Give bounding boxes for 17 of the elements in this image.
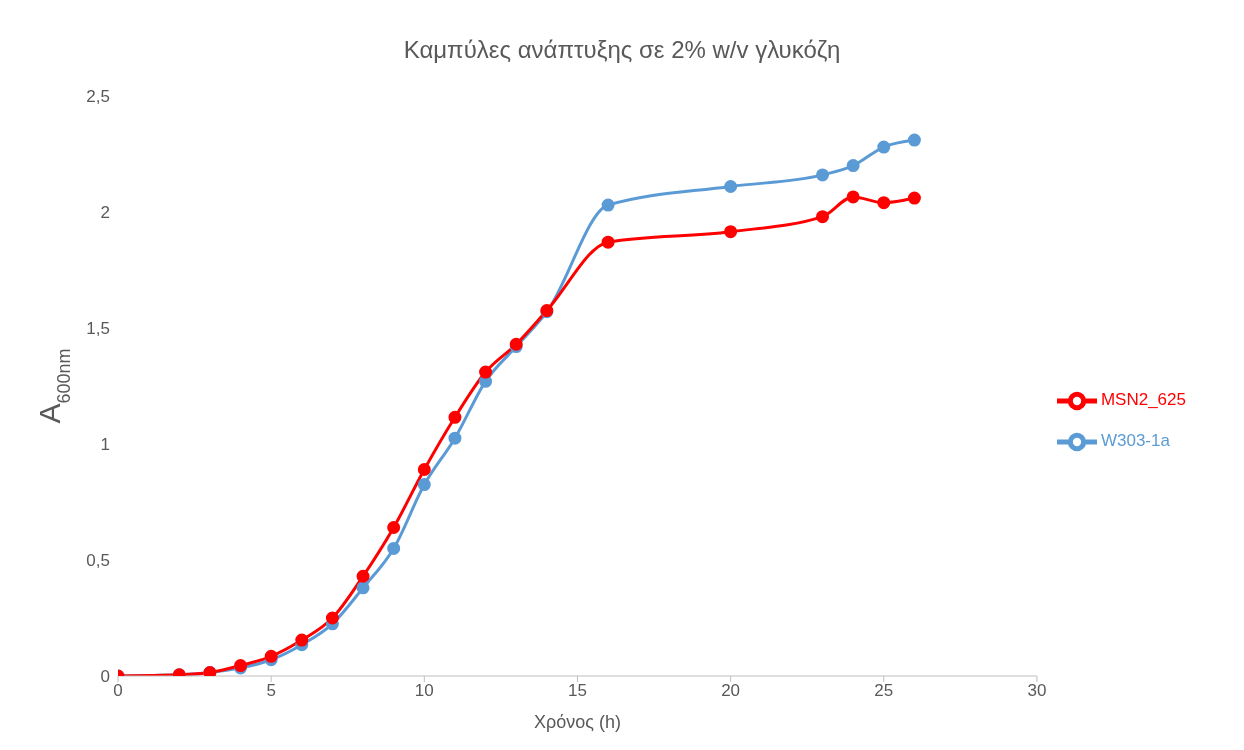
x-tick-label: 25 (874, 681, 894, 701)
y-tick-label: 2 (100, 203, 110, 223)
y-tick-label: 0 (100, 667, 110, 687)
x-axis-title: Χρόνος (h) (533, 712, 621, 732)
y-tick-label: 0,5 (86, 551, 110, 571)
x-tick-label: 5 (266, 681, 276, 701)
y-tick-label: 1,5 (86, 319, 110, 339)
y-tick-label: 2,5 (86, 87, 110, 107)
x-tick-label: 30 (1027, 681, 1047, 701)
legend-label: W303-1a (1100, 431, 1170, 450)
x-tick-label: 10 (414, 681, 434, 701)
chart-title: Καμπύλες ανάπτυξης σε 2% w/v γλυκόζη (402, 35, 842, 65)
x-tick-label: 20 (721, 681, 741, 701)
x-tick-label: 15 (568, 681, 587, 701)
legend-label: MSN2_625 (1100, 390, 1186, 410)
y-tick-label: 1 (100, 435, 110, 455)
x-tick-label: 0 (113, 681, 123, 701)
